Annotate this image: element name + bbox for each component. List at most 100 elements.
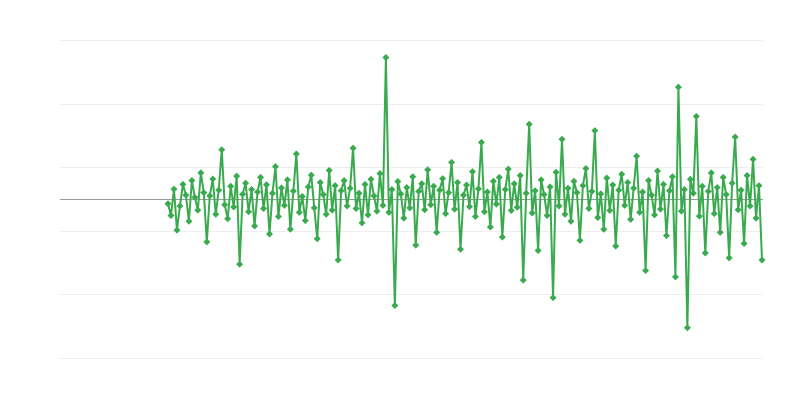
- data-point-marker: [692, 112, 700, 120]
- data-point-marker: [633, 152, 641, 160]
- data-point-marker: [537, 176, 545, 184]
- data-point-marker: [457, 245, 465, 253]
- data-point-marker: [370, 192, 378, 200]
- data-point-marker: [251, 222, 259, 230]
- data-point-marker: [519, 276, 527, 284]
- data-point-marker: [630, 184, 638, 192]
- data-point-marker: [316, 178, 324, 186]
- data-point-marker: [606, 206, 614, 214]
- data-point-marker: [242, 179, 250, 187]
- data-point-marker: [618, 170, 626, 178]
- data-point-marker: [394, 178, 402, 186]
- data-point-marker: [758, 256, 766, 264]
- data-point-marker: [689, 189, 697, 197]
- data-point-marker: [286, 225, 294, 233]
- data-point-marker: [561, 210, 569, 218]
- data-point-marker: [215, 186, 223, 194]
- data-point-marker: [236, 260, 244, 268]
- data-point-marker: [483, 188, 491, 196]
- data-point-marker: [343, 202, 351, 210]
- data-point-marker: [197, 169, 205, 177]
- data-point-marker: [674, 83, 682, 91]
- data-point-marker: [254, 188, 262, 196]
- data-point-marker: [477, 138, 485, 146]
- data-point-marker: [230, 203, 238, 211]
- data-point-marker: [597, 190, 605, 198]
- data-point-marker: [576, 236, 584, 244]
- data-point-marker: [654, 167, 662, 175]
- data-point-marker: [585, 205, 593, 213]
- data-point-marker: [683, 324, 691, 332]
- data-point-marker: [594, 213, 602, 221]
- data-point-marker: [686, 175, 694, 183]
- data-point-marker: [442, 210, 450, 218]
- data-point-marker: [164, 200, 172, 208]
- data-point-marker: [612, 242, 620, 250]
- data-point-marker: [263, 181, 271, 189]
- series-line: [167, 56, 763, 329]
- data-point-marker: [179, 180, 187, 188]
- data-point-marker: [627, 215, 635, 223]
- data-point-marker: [448, 158, 456, 166]
- data-point-marker: [507, 206, 515, 214]
- data-point-marker: [382, 53, 390, 61]
- data-point-marker: [397, 190, 405, 198]
- data-point-marker: [701, 249, 709, 257]
- data-point-marker: [746, 202, 754, 210]
- data-point-marker: [403, 184, 411, 192]
- data-point-marker: [540, 191, 548, 199]
- data-point-marker: [224, 215, 232, 223]
- data-point-marker: [591, 127, 599, 135]
- data-point-marker: [170, 185, 178, 193]
- data-point-marker: [722, 191, 730, 199]
- data-point-marker: [313, 235, 321, 243]
- data-point-marker: [188, 177, 196, 185]
- data-point-marker: [465, 203, 473, 211]
- data-point-marker: [498, 233, 506, 241]
- data-point-marker: [719, 173, 727, 181]
- data-point-marker: [268, 189, 276, 197]
- data-point-marker: [710, 210, 718, 218]
- data-point-marker: [725, 254, 733, 262]
- data-point-marker: [227, 182, 235, 190]
- data-point-marker: [639, 188, 647, 196]
- data-point-marker: [182, 191, 190, 199]
- data-point-marker: [430, 182, 438, 190]
- data-point-marker: [373, 207, 381, 215]
- data-point-marker: [671, 273, 679, 281]
- data-point-marker: [471, 212, 479, 220]
- data-point-marker: [525, 120, 533, 128]
- data-point-marker: [328, 206, 336, 214]
- data-point-marker: [409, 173, 417, 181]
- data-point-marker: [749, 155, 757, 163]
- data-point-marker: [185, 217, 193, 225]
- data-point-marker: [173, 226, 181, 234]
- data-point-marker: [531, 187, 539, 195]
- data-point-marker: [492, 200, 500, 208]
- data-point-marker: [418, 180, 426, 188]
- data-point-marker: [322, 210, 330, 218]
- data-point-marker: [340, 177, 348, 185]
- data-point-marker: [346, 184, 354, 192]
- data-point-marker: [239, 190, 247, 198]
- data-point-marker: [277, 184, 285, 192]
- data-point-marker: [662, 232, 670, 240]
- data-point-marker: [367, 175, 375, 183]
- data-point-marker: [555, 202, 563, 210]
- data-point-marker: [421, 206, 429, 214]
- data-point-marker: [645, 177, 653, 185]
- data-point-marker: [740, 240, 748, 248]
- data-point-marker: [233, 172, 241, 180]
- data-point-marker: [704, 187, 712, 195]
- data-point-marker: [522, 189, 530, 197]
- data-point-marker: [642, 267, 650, 275]
- data-point-marker: [516, 171, 524, 179]
- data-point-marker: [388, 185, 396, 193]
- data-point-marker: [609, 181, 617, 189]
- data-point-marker: [265, 230, 273, 238]
- data-point-marker: [304, 183, 312, 191]
- series-group: [164, 53, 766, 332]
- data-point-marker: [677, 207, 685, 215]
- data-point-marker: [549, 294, 557, 302]
